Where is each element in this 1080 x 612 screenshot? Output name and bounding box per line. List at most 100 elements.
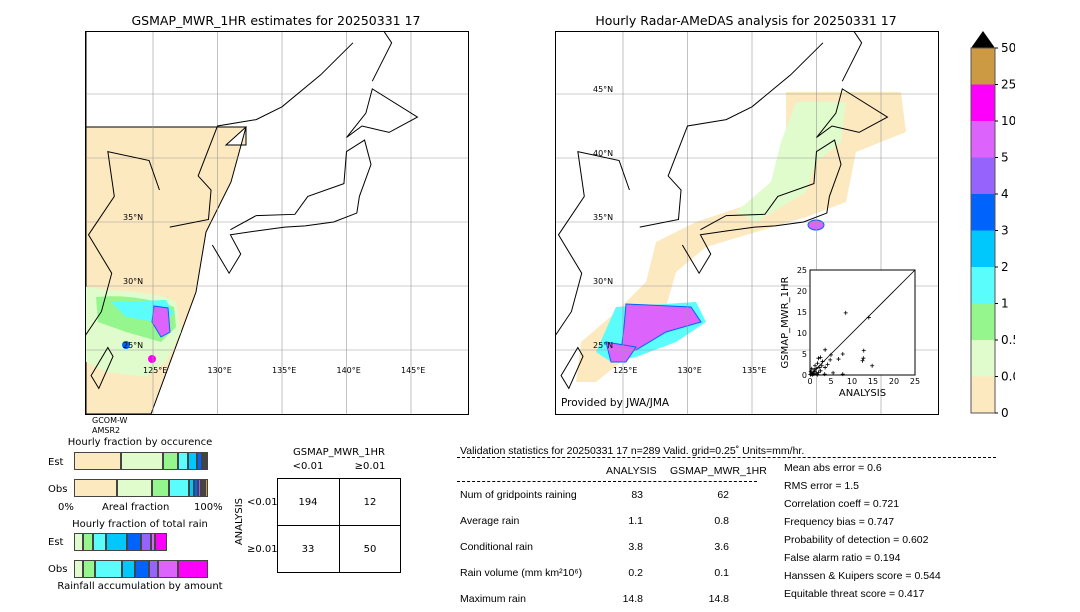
stats-col-gsmap: GSMAP_MWR_1HR xyxy=(670,465,767,477)
scatter-point xyxy=(840,352,845,356)
scatter-point xyxy=(817,365,822,370)
total-rain-est-label: Est xyxy=(48,537,64,548)
scatter-point xyxy=(816,370,821,375)
scatter-point xyxy=(861,356,866,361)
stats-g-cell: 0.8 xyxy=(714,515,729,527)
scatter-point xyxy=(828,357,833,362)
colorbar-segment xyxy=(971,84,995,121)
scatter-point xyxy=(860,358,865,363)
contingency-row-1: <0.01 xyxy=(247,497,278,508)
y-tick-label: 0 xyxy=(802,371,807,380)
bar-segment xyxy=(126,533,141,551)
stats-a-cell: 83 xyxy=(631,489,643,501)
stats-label-cell: Maximum rain xyxy=(460,593,526,605)
colorbar-segment xyxy=(971,340,995,377)
one-to-one-line xyxy=(809,269,916,376)
colorbar-segment xyxy=(971,48,995,85)
rain-area xyxy=(151,305,171,338)
colorbar-tick-label: 0.01 xyxy=(1001,370,1015,384)
bar-segment xyxy=(74,560,83,578)
y-tick-label: 10 xyxy=(797,329,807,338)
stats-label-cell: Average rain xyxy=(460,515,520,527)
bar-segment xyxy=(204,452,206,470)
total-rain-title: Hourly fraction of total rain xyxy=(72,519,208,530)
scatter-point xyxy=(814,366,819,371)
coastline-china xyxy=(86,150,160,336)
x-tick-label: 20 xyxy=(889,377,899,386)
lon-label: 145°E xyxy=(401,366,425,375)
scatter-point xyxy=(870,363,875,368)
scatter-point xyxy=(866,315,871,320)
x-tick-label: 0 xyxy=(807,377,812,386)
bar-segment xyxy=(169,479,190,497)
scatter-plot: 00 5 5 10 10 15 15 20 20 25 25 ANALYSIS GSMAP_MWR_1H… xyxy=(780,266,920,399)
total-rain-est-bar xyxy=(74,533,208,551)
occurrence-obs-label: Obs xyxy=(48,484,68,495)
lat-label: 40°N xyxy=(593,149,613,158)
sensor-label-2: AMSR2 xyxy=(92,426,121,435)
cell-false-alarm: 12 xyxy=(363,497,377,508)
stats-a-cell: 0.2 xyxy=(628,567,643,579)
lon-label: 135°E xyxy=(272,366,296,375)
coastline-hokkaido xyxy=(816,88,889,138)
lon-label: 135°E xyxy=(742,366,766,375)
stats-a-cell: 1.1 xyxy=(628,515,643,527)
y-tick-label: 20 xyxy=(797,287,807,296)
right-map: 45°N 40°N 35°N 30°N 25°N 125°E 130°E 135°E Prov… xyxy=(555,31,939,415)
score-line: RMS error = 1.5 xyxy=(784,480,859,492)
contingency-col-2: ≥0.01 xyxy=(354,461,386,472)
y-tick-label: 25 xyxy=(797,266,807,275)
bar-segment xyxy=(189,479,195,497)
coastline-taiwan xyxy=(560,346,584,390)
bar-segment xyxy=(150,533,156,551)
scatter-point xyxy=(815,361,820,366)
scatter-point xyxy=(843,310,848,315)
scatter-point xyxy=(836,357,841,362)
x-tick-label: 10 xyxy=(847,377,857,386)
colorbar-segment xyxy=(971,194,995,231)
colorbar-segment xyxy=(971,267,995,304)
scatter-point xyxy=(822,372,827,377)
bar-segment xyxy=(158,560,179,578)
bar-segment xyxy=(177,452,189,470)
scatter-point xyxy=(831,370,836,375)
contingency-row-2: ≥0.01 xyxy=(247,544,278,555)
stats-a-cell: 3.8 xyxy=(628,541,643,553)
x-tick-label: 5 xyxy=(828,377,833,386)
cell-hit-none: 194 xyxy=(298,497,318,508)
lat-label: 25°N xyxy=(593,341,613,350)
lon-label: 140°E xyxy=(337,366,361,375)
lat-label: 25°N xyxy=(123,341,143,350)
bar-segment xyxy=(106,533,127,551)
scatter-point xyxy=(823,365,828,370)
coastline-sakhalin xyxy=(371,32,393,82)
bar-segment xyxy=(74,479,117,497)
stats-col-analysis: ANALYSIS xyxy=(606,465,657,477)
coastline-hokkaido xyxy=(346,88,419,138)
scatter-point xyxy=(820,359,825,364)
stats-label-cell: Num of gridpoints raining xyxy=(460,489,577,501)
total-rain-obs-bar xyxy=(74,560,208,578)
bar-segment xyxy=(162,452,178,470)
colorbar-tick-label: 25 xyxy=(1001,78,1015,92)
stats-label-cell: Conditional rain xyxy=(460,541,533,553)
left-map: 35°N 30°N 25°N 125°E 130°E 135°E 140°E 145°E xyxy=(85,31,469,415)
lon-label: 130°E xyxy=(208,366,232,375)
contingency-title: GSMAP_MWR_1HR xyxy=(293,447,385,458)
scatter-point xyxy=(808,369,813,374)
colorbar-tick-label: 4 xyxy=(1001,187,1009,201)
lat-label: 45°N xyxy=(593,85,613,94)
colorbar-segment xyxy=(971,230,995,267)
colorbar-tick-label: 0 xyxy=(1001,406,1009,420)
scatter-point xyxy=(825,362,830,367)
bar-segment xyxy=(188,452,198,470)
bar-segment xyxy=(197,452,202,470)
bar-segment xyxy=(206,452,208,470)
coastline-honshu-kyushu xyxy=(681,139,842,275)
bar-segment xyxy=(93,533,107,551)
scatter-point xyxy=(813,363,818,368)
scatter-point xyxy=(816,356,821,361)
score-line: Frequency bias = 0.747 xyxy=(784,516,895,528)
bar-segment xyxy=(194,479,199,497)
